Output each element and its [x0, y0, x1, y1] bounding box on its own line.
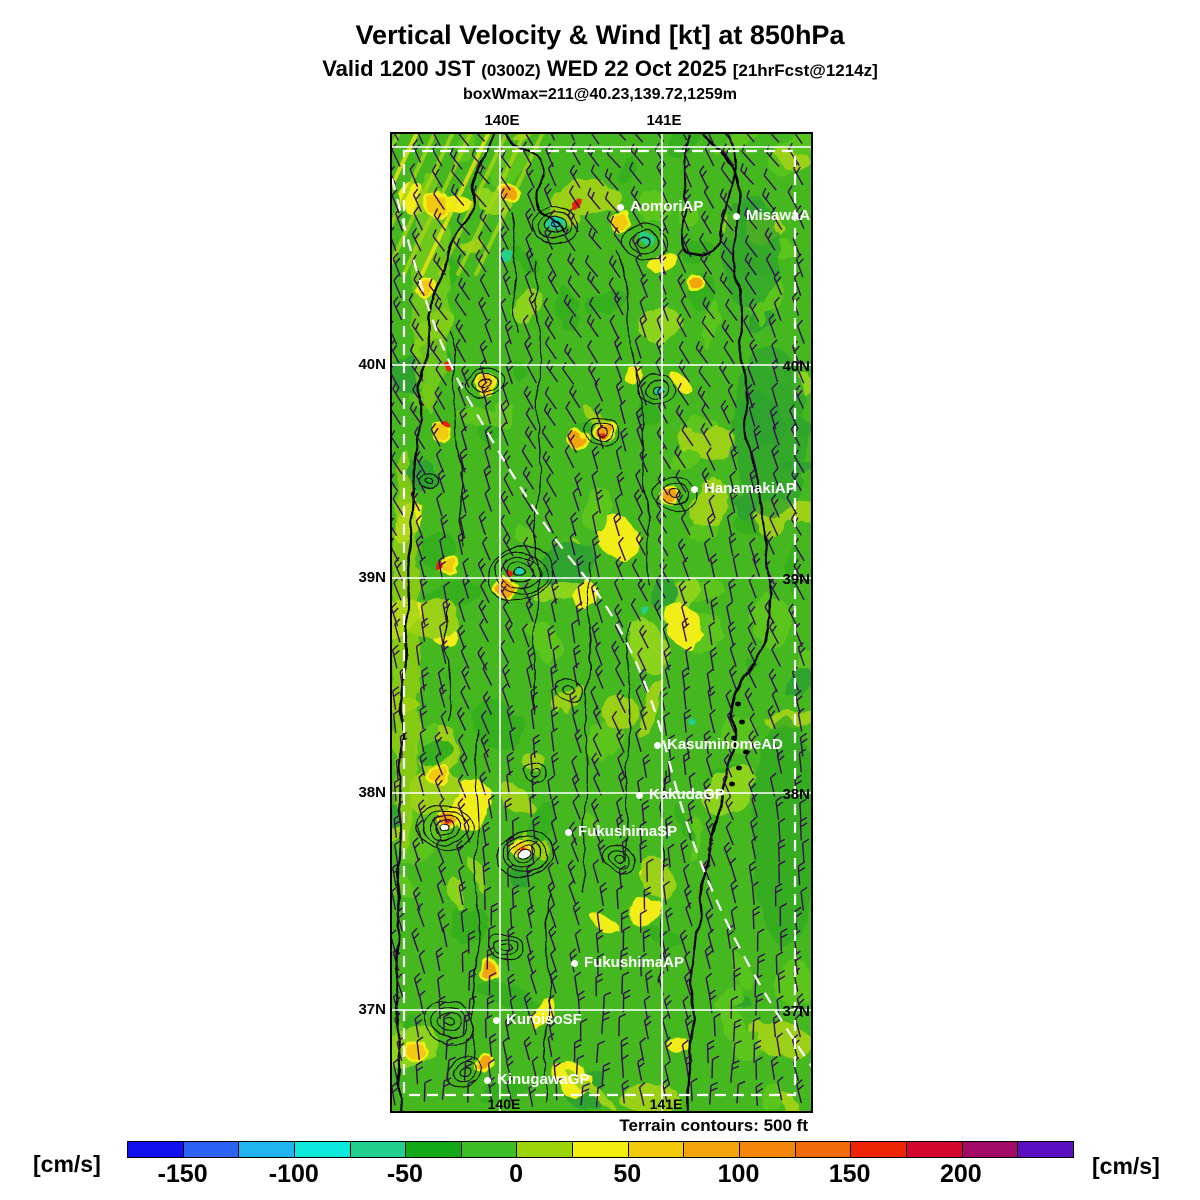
station-dot: [493, 1017, 500, 1024]
colorbar-segment: [128, 1142, 184, 1157]
colorbar-segment: [517, 1142, 574, 1157]
colorbar-segment: [461, 1142, 518, 1157]
wind-barbs: [392, 134, 810, 1107]
colorbar-segment: [628, 1142, 685, 1157]
station-label: AomoriAP: [630, 198, 704, 215]
map-canvas: [392, 134, 811, 1111]
station-label: FukushimaSP: [578, 823, 678, 840]
lon-label-top: 141E: [646, 112, 682, 129]
map-panel: AomoriAP MisawaAD HanamakiAP KasuminomeAD Ka…: [390, 132, 813, 1113]
lat-label-right: 38N: [782, 786, 810, 803]
station-label: HanamakiAP: [704, 480, 796, 497]
colorbar-segment: [1018, 1142, 1073, 1157]
station-dot: [636, 792, 643, 799]
station-dot: [733, 213, 740, 220]
colorbar-segment: [350, 1142, 407, 1157]
valid-date: WED 22 Oct 2025: [546, 56, 727, 81]
station-label: KakudaGP: [649, 786, 725, 803]
colorbar-segment: [795, 1142, 852, 1157]
lon-label-bottom: 140E: [487, 1096, 521, 1112]
colorbar-unit-left: [cm/s]: [33, 1151, 101, 1177]
lat-label-left: 39N: [358, 569, 386, 586]
colorbar-segment: [239, 1142, 295, 1157]
colorbar-tick-label: 150: [828, 1160, 871, 1188]
graticule: [392, 134, 811, 1111]
lat-label-left: 40N: [358, 356, 386, 373]
station-dot: [484, 1077, 491, 1084]
station-dot: [617, 204, 624, 211]
colorbar-tick-label: 100: [717, 1160, 760, 1188]
cross-section-path: [392, 173, 811, 1068]
valid-time-line: Valid 1200 JST (0300Z) WED 22 Oct 2025 […: [0, 56, 1200, 82]
station-label: KasuminomeAD: [667, 736, 783, 753]
station-dot: [571, 960, 578, 967]
colorbar-tick-label: -50: [386, 1160, 423, 1188]
colorbar-unit-right: [cm/s]: [1092, 1153, 1160, 1179]
station-label: KuroisoSF: [506, 1011, 582, 1028]
colorbar-tick-label: 50: [613, 1160, 642, 1188]
forecast-tag: [21hrFcst@1214z]: [732, 61, 878, 80]
colorbar-segment: [740, 1142, 796, 1157]
colorbar-tick-label: -100: [268, 1160, 319, 1188]
wmax-annotation: boxWmax=211@40.23,139.72,1259m: [462, 86, 737, 103]
colorbar-segment: [684, 1142, 741, 1157]
colorbar-segment: [573, 1142, 629, 1157]
valid-time: Valid 1200 JST: [322, 56, 476, 81]
station-dot: [565, 829, 572, 836]
lat-label-left: 38N: [358, 784, 386, 801]
domain-box: [402, 149, 797, 1097]
station-label: FukushimaAP: [584, 954, 685, 971]
colorbar-segment: [962, 1142, 1019, 1157]
lon-label-bottom: 141E: [649, 1096, 683, 1112]
west-coastline: [395, 134, 497, 1111]
bay-islands: [729, 701, 749, 787]
page-title: Vertical Velocity & Wind [kt] at 850hPa: [355, 20, 845, 50]
terrain-contour-note: Terrain contours: 500 ft: [619, 1116, 808, 1135]
colorbar-segment: [906, 1142, 963, 1157]
colorbar-tick-label: 200: [939, 1160, 982, 1188]
colorbar-segment: [294, 1142, 351, 1157]
station-label: MisawaAD: [746, 207, 811, 224]
mutsu-bay-coast: [507, 134, 563, 233]
station-dot: [654, 742, 661, 749]
colorbar-segment: [406, 1142, 462, 1157]
station-label: KinugawaGP: [497, 1071, 590, 1088]
colorbar-tick-label: -150: [157, 1160, 208, 1188]
lat-label-right: 37N: [782, 1003, 810, 1020]
lat-label-right: 40N: [782, 358, 810, 375]
lon-label-top: 140E: [484, 112, 520, 129]
colorbar-tick-label: 0: [509, 1160, 524, 1188]
colorbar-strip: [127, 1141, 1074, 1158]
lat-label-left: 37N: [358, 1001, 386, 1018]
lat-label-right: 39N: [782, 571, 810, 588]
shimokita-coast: [679, 134, 736, 257]
east-coastline: [686, 134, 772, 1111]
station-dot: [691, 486, 698, 493]
colorbar-segment: [183, 1142, 240, 1157]
colorbar-segment: [851, 1142, 907, 1157]
valid-time-utc: (0300Z): [481, 61, 541, 80]
terrain-contour-rings: [416, 205, 698, 1087]
